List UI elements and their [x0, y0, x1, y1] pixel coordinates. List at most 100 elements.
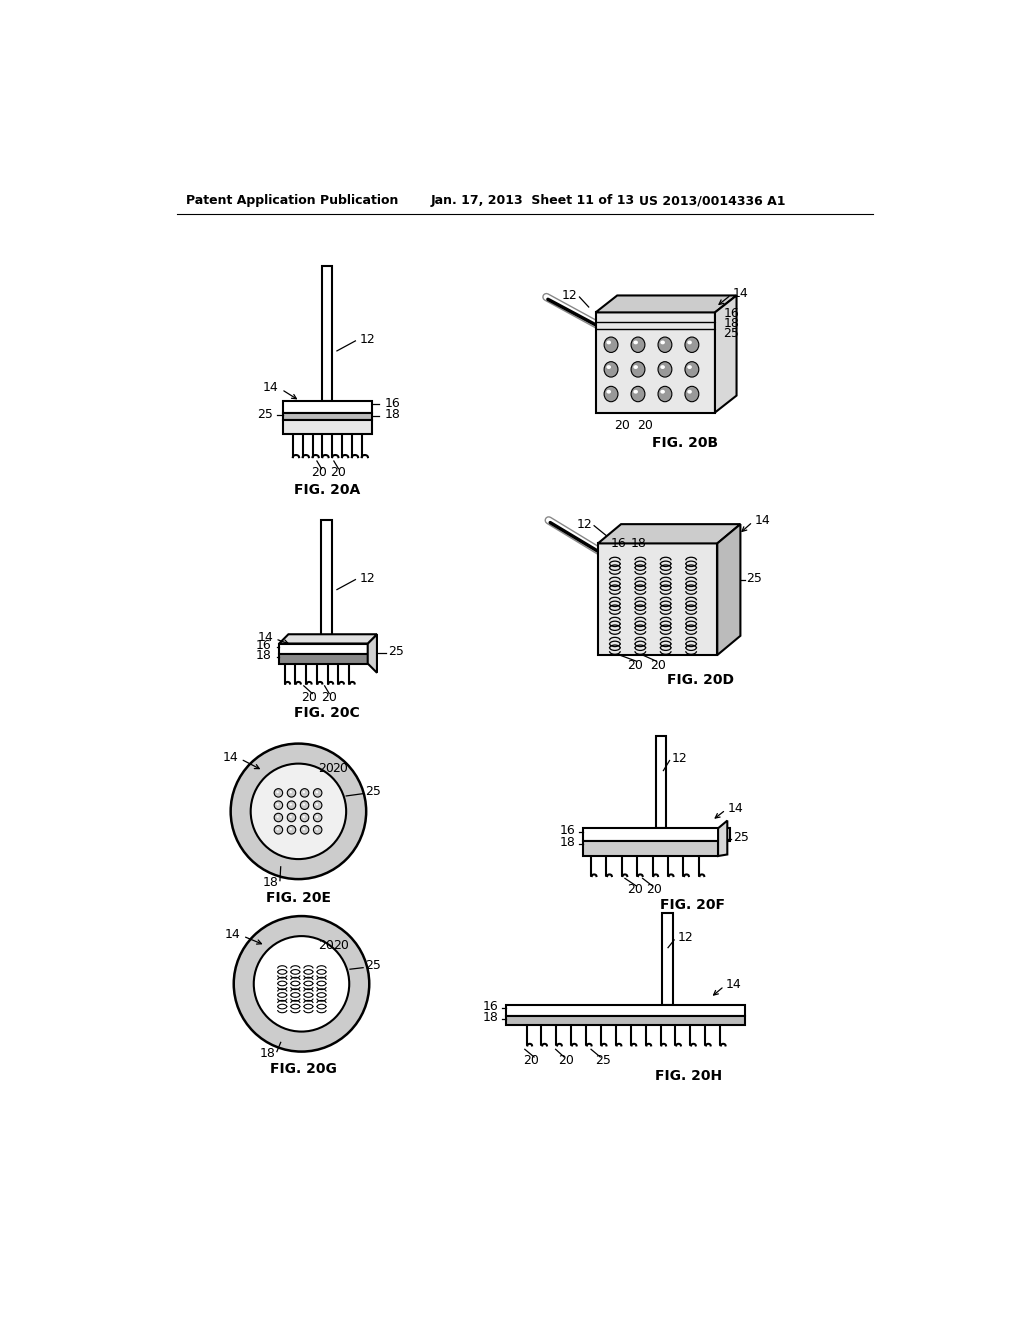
Circle shape: [290, 804, 292, 805]
Ellipse shape: [660, 366, 665, 370]
Circle shape: [288, 801, 296, 809]
Text: 20: 20: [523, 1055, 539, 1068]
Text: 25: 25: [388, 644, 404, 657]
Text: 25: 25: [366, 785, 381, 797]
Circle shape: [290, 791, 292, 793]
Ellipse shape: [685, 387, 698, 401]
Ellipse shape: [658, 337, 672, 352]
Text: FIG. 20A: FIG. 20A: [294, 483, 360, 496]
Ellipse shape: [660, 389, 665, 393]
Ellipse shape: [634, 341, 638, 345]
Ellipse shape: [631, 362, 645, 378]
Text: 12: 12: [672, 752, 688, 766]
Text: 16: 16: [256, 639, 271, 652]
Circle shape: [233, 916, 370, 1052]
Circle shape: [313, 813, 322, 822]
Ellipse shape: [660, 341, 665, 345]
Circle shape: [290, 816, 292, 818]
Text: 16: 16: [610, 537, 626, 550]
Circle shape: [303, 816, 305, 818]
Text: 20: 20: [637, 418, 653, 432]
Circle shape: [315, 791, 318, 793]
Text: 14: 14: [257, 631, 273, 644]
Text: 18: 18: [262, 875, 279, 888]
Polygon shape: [715, 296, 736, 412]
Text: 20: 20: [317, 762, 334, 775]
Text: 20: 20: [650, 659, 666, 672]
Text: 14: 14: [755, 513, 770, 527]
Circle shape: [300, 801, 309, 809]
Bar: [662, 913, 673, 1006]
Circle shape: [300, 788, 309, 797]
Ellipse shape: [685, 362, 698, 378]
Bar: [506, 1016, 745, 1026]
Circle shape: [313, 825, 322, 834]
Bar: [655, 737, 667, 829]
Circle shape: [313, 788, 322, 797]
Text: 20: 20: [613, 418, 630, 432]
Circle shape: [288, 825, 296, 834]
Circle shape: [274, 801, 283, 809]
Text: 20: 20: [322, 690, 337, 704]
Text: 20: 20: [627, 659, 643, 672]
Circle shape: [288, 788, 296, 797]
Text: 16: 16: [483, 1001, 499, 1014]
Bar: [283, 412, 372, 420]
Text: 20: 20: [646, 883, 663, 896]
Ellipse shape: [687, 389, 692, 393]
Text: 12: 12: [561, 289, 578, 302]
Bar: [283, 401, 372, 412]
Text: 18: 18: [385, 408, 400, 421]
Text: FIG. 20F: FIG. 20F: [660, 899, 725, 912]
Text: 14: 14: [222, 751, 239, 764]
Ellipse shape: [687, 341, 692, 345]
Polygon shape: [596, 296, 736, 313]
Circle shape: [251, 763, 346, 859]
Text: 12: 12: [677, 931, 693, 944]
Circle shape: [288, 813, 296, 822]
Circle shape: [254, 936, 349, 1032]
Text: 14: 14: [726, 978, 741, 991]
Circle shape: [230, 743, 367, 879]
Ellipse shape: [687, 366, 692, 370]
Circle shape: [315, 816, 318, 818]
Ellipse shape: [606, 341, 611, 345]
Circle shape: [274, 825, 283, 834]
Text: FIG. 20H: FIG. 20H: [655, 1069, 722, 1084]
Ellipse shape: [606, 389, 611, 393]
Circle shape: [315, 804, 318, 805]
Text: FIG. 20D: FIG. 20D: [667, 673, 734, 688]
Polygon shape: [598, 524, 740, 544]
Text: FIG. 20B: FIG. 20B: [652, 437, 718, 450]
Text: 12: 12: [360, 333, 376, 346]
Ellipse shape: [631, 337, 645, 352]
Polygon shape: [368, 635, 377, 673]
Text: 20: 20: [331, 466, 346, 479]
Polygon shape: [280, 635, 377, 644]
Text: 18: 18: [256, 648, 271, 661]
Text: 14: 14: [225, 928, 241, 941]
Circle shape: [290, 828, 292, 830]
Circle shape: [276, 828, 279, 830]
Text: 14: 14: [262, 381, 279, 395]
Polygon shape: [718, 821, 727, 857]
Text: FIG. 20G: FIG. 20G: [270, 1061, 337, 1076]
Text: FIG. 20C: FIG. 20C: [294, 706, 359, 719]
Text: 16: 16: [560, 824, 575, 837]
Circle shape: [274, 788, 283, 797]
Ellipse shape: [604, 387, 617, 401]
Text: 16: 16: [724, 308, 739, 321]
Circle shape: [276, 816, 279, 818]
Text: 25: 25: [366, 958, 381, 972]
Ellipse shape: [658, 362, 672, 378]
Polygon shape: [717, 524, 740, 655]
Bar: [506, 1006, 745, 1016]
Circle shape: [315, 828, 318, 830]
Bar: [280, 655, 368, 664]
Text: 12: 12: [360, 572, 376, 585]
Text: 18: 18: [631, 537, 647, 550]
Text: Jan. 17, 2013  Sheet 11 of 13: Jan. 17, 2013 Sheet 11 of 13: [431, 194, 635, 207]
Ellipse shape: [606, 366, 611, 370]
Text: 20: 20: [333, 939, 349, 952]
Text: 20: 20: [627, 883, 643, 896]
